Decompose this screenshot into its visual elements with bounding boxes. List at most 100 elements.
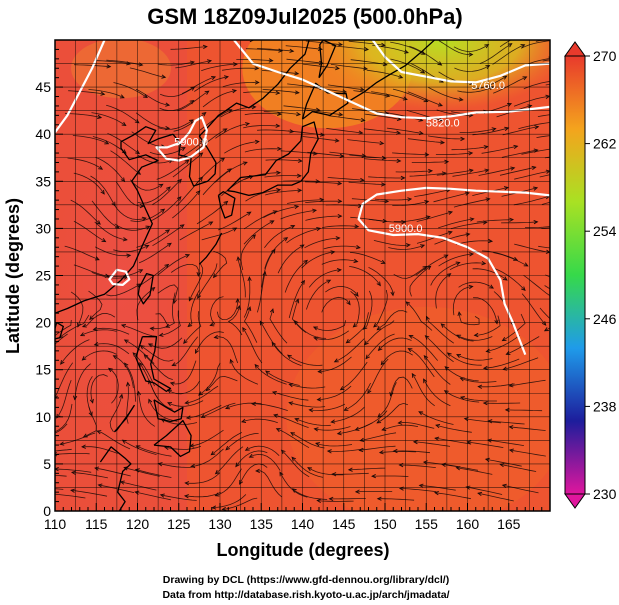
streamline-133 xyxy=(172,336,199,366)
streamline-338 xyxy=(379,450,417,453)
streamline-5 xyxy=(56,380,72,419)
streamline-arrow-482 xyxy=(568,36,572,40)
streamline-382 xyxy=(423,379,451,407)
colorbar-tick-label: 262 xyxy=(593,136,617,152)
streamline-arrow-199 xyxy=(283,237,289,242)
streamline-397 xyxy=(454,65,490,72)
streamline-435 xyxy=(501,149,538,158)
streamline-arrow-302 xyxy=(345,338,351,344)
colorbar: 230 238 246 254 262 270 xyxy=(564,41,617,509)
streamline-arrow-359 xyxy=(392,448,398,454)
streamline-arrow-441 xyxy=(477,491,483,497)
streamline-arrow-335 xyxy=(420,50,426,55)
streamline-76 xyxy=(137,186,171,204)
streamline-352 xyxy=(407,138,445,144)
streamline-103 xyxy=(157,61,194,66)
streamline-arrow-154 xyxy=(195,349,199,355)
streamline-arrow-117 xyxy=(195,190,201,196)
streamline-318 xyxy=(360,432,397,441)
streamline-arrow-336 xyxy=(376,496,382,501)
streamline-arrow-58 xyxy=(135,149,141,155)
streamline-124 xyxy=(175,60,212,69)
streamline-204 xyxy=(265,159,302,162)
streamline-arrow-113 xyxy=(158,332,164,337)
streamline-357 xyxy=(399,488,437,493)
streamline-455 xyxy=(514,170,550,180)
streamline-390 xyxy=(450,221,487,230)
streamline-arrow-273 xyxy=(316,498,322,503)
streamline-arrow-440 xyxy=(530,31,534,34)
streamline-arrow-3 xyxy=(34,436,38,440)
streamline-148 xyxy=(185,472,220,484)
streamline-115 xyxy=(170,264,200,276)
streamline-281 xyxy=(313,320,346,331)
streamline-arrow-242 xyxy=(335,236,341,241)
streamline-arrow-417 xyxy=(502,75,508,80)
streamline-arrow-62 xyxy=(141,35,145,39)
streamline-arrow-258 xyxy=(287,354,292,359)
streamline-arrow-17 xyxy=(97,114,103,119)
streamline-190 xyxy=(239,463,268,485)
streamline-arrow-276 xyxy=(313,427,319,432)
streamline-arrow-33 xyxy=(122,237,128,242)
streamline-arrow-44 xyxy=(81,444,86,449)
streamline-351 xyxy=(411,161,449,163)
streamline-arrow-421 xyxy=(455,466,461,471)
streamline-407 xyxy=(458,312,480,326)
streamline-261 xyxy=(325,286,359,297)
streamline-360 xyxy=(398,422,435,429)
streamline-arrow-391 xyxy=(485,197,491,202)
streamline-arrow-371 xyxy=(468,168,474,173)
streamline-arrow-138 xyxy=(223,200,229,206)
streamline-345 xyxy=(409,265,431,297)
streamline-arrow-315 xyxy=(354,489,360,494)
streamline-arrow-312 xyxy=(402,96,408,101)
streamline-310 xyxy=(363,128,401,134)
streamline-0 xyxy=(55,488,64,490)
streamline-46 xyxy=(108,368,119,404)
streamline-163 xyxy=(215,123,250,139)
streamline-arrow-434 xyxy=(531,165,537,171)
streamline-arrow-149 xyxy=(190,463,196,469)
streamline-211 xyxy=(249,453,281,471)
streamline-259 xyxy=(294,320,327,339)
streamline-arrow-177 xyxy=(236,256,241,262)
streamline-arrow-179 xyxy=(269,220,275,225)
streamline-arrow-446 xyxy=(477,384,483,389)
streamline-arrow-14 xyxy=(100,189,105,195)
streamline-arrow-88 xyxy=(139,362,144,367)
streamline-arrow-255 xyxy=(294,417,300,422)
streamline-147 xyxy=(184,491,221,498)
streamline-arrow-401 xyxy=(434,436,440,441)
streamline-arrow-252 xyxy=(291,488,297,493)
streamline-arrow-375 xyxy=(458,97,464,102)
streamline-22 xyxy=(55,468,92,473)
streamline-210 xyxy=(256,470,283,498)
streamline-arrow-18 xyxy=(100,91,106,96)
streamline-139 xyxy=(202,168,232,196)
streamline-arrow-301 xyxy=(333,358,339,363)
streamline-arrow-39 xyxy=(119,94,125,99)
streamline-arrow-153 xyxy=(198,391,203,396)
streamline-422 xyxy=(467,441,504,448)
streamline-306 xyxy=(368,218,406,223)
streamline-arrow-8 xyxy=(44,341,48,345)
streamline-arrow-181 xyxy=(276,187,282,193)
streamline-179 xyxy=(243,220,274,245)
contour-label-1: 5900.0 xyxy=(389,223,423,235)
streamline-417 xyxy=(472,75,507,90)
streamline-arrow-377 xyxy=(468,52,474,57)
streamline-293 xyxy=(348,40,385,46)
streamline-arrow-459 xyxy=(555,79,559,82)
streamline-arrow-453 xyxy=(557,224,561,227)
streamline-467 xyxy=(509,379,546,387)
streamline-6 xyxy=(55,362,74,399)
streamline-309 xyxy=(364,158,401,162)
streamline-arrow-411 xyxy=(509,217,515,222)
y-tick-label: 35 xyxy=(35,173,51,189)
streamline-arrow-100 xyxy=(189,119,194,124)
streamline-441 xyxy=(478,492,514,502)
streamline-arrow-170 xyxy=(214,469,220,475)
streamline-230 xyxy=(285,45,322,50)
